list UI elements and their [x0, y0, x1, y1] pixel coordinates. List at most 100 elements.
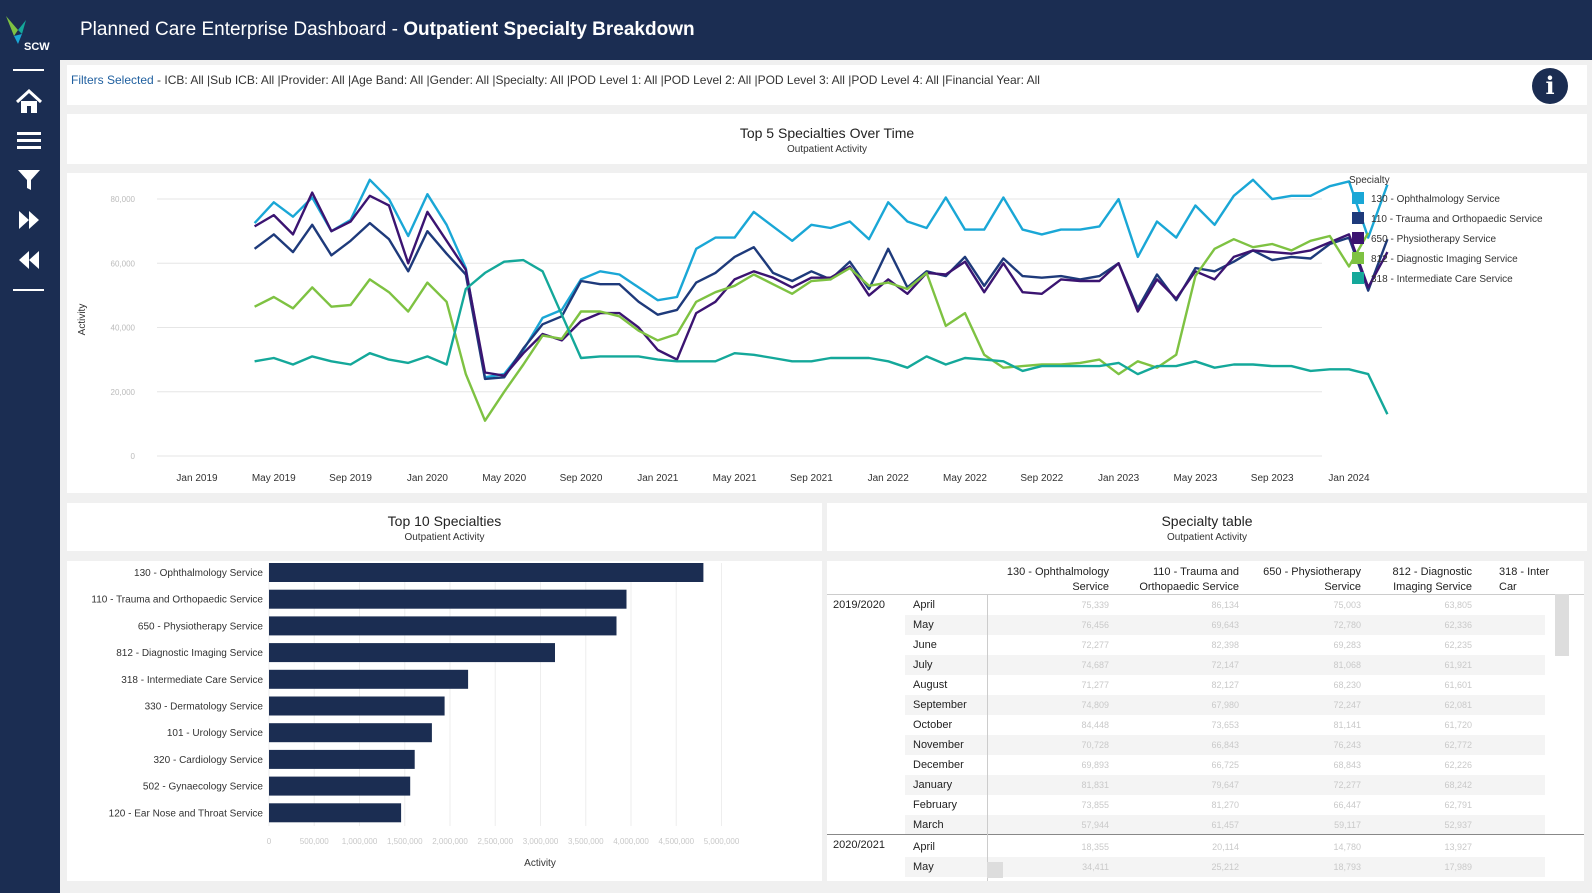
column-header-line: Car	[1499, 581, 1517, 593]
table-cell: 61,601	[1444, 680, 1472, 690]
table-cell: 72,147	[1211, 660, 1239, 670]
table-cell: 66,725	[1211, 760, 1239, 770]
x-tick-label: May 2021	[713, 473, 757, 484]
bar	[269, 803, 402, 823]
category-label: 130 - Ophthalmology Service	[134, 568, 263, 579]
app-header: SCW Planned Care Enterprise Dashboard - …	[0, 0, 1592, 60]
table-cell: 73,855	[1081, 800, 1109, 810]
table-cell: 81,270	[1211, 800, 1239, 810]
table-column-headers: 130 - Ophthalmology Service 110 - Trauma …	[827, 561, 1584, 595]
title-prefix: Planned Care Enterprise Dashboard -	[80, 19, 404, 40]
line-chart-header: Top 5 Specialties Over Time Outpatient A…	[67, 114, 1587, 164]
vertical-scrollbar[interactable]	[1555, 594, 1569, 656]
x-tick-label: Sep 2021	[790, 473, 833, 484]
x-tick-label: Jan 2022	[868, 473, 910, 484]
filters-selected-link[interactable]: Filters Selected	[71, 73, 154, 87]
y-tick-label: 0	[131, 452, 136, 461]
series-line	[254, 232, 1370, 422]
y-tick-label: 40,000	[111, 324, 136, 333]
fast-forward-icon[interactable]	[14, 206, 44, 234]
column-header-line: 130 - Ophthalmology	[1006, 566, 1109, 578]
table-cell: 72,247	[1333, 700, 1361, 710]
month-label: January	[913, 779, 953, 791]
bar	[269, 563, 704, 582]
category-label: 110 - Trauma and Orthopaedic Service	[91, 595, 263, 606]
table-cell: 74,809	[1081, 700, 1109, 710]
table-cell: 62,081	[1444, 700, 1472, 710]
x-tick-label: May 2020	[482, 473, 526, 484]
table-cell: 79,647	[1211, 780, 1239, 790]
x-tick-label: 3,500,000	[568, 837, 604, 846]
column-header[interactable]: 650 - Physiotherapy Service	[1247, 565, 1361, 595]
info-button[interactable]: i	[1532, 68, 1568, 104]
column-header[interactable]: 812 - Diagnostic Imaging Service	[1372, 565, 1473, 595]
x-axis-label: Activity	[524, 858, 556, 869]
category-label: 812 - Diagnostic Imaging Service	[116, 648, 263, 659]
table-cell: 68,843	[1333, 760, 1361, 770]
table-cell: 14,780	[1333, 842, 1361, 852]
table-cell: 18,355	[1081, 842, 1109, 852]
column-header-line: Service	[1324, 581, 1361, 593]
column-header-line: 812 - Diagnostic	[1392, 566, 1473, 578]
x-tick-label: Sep 2020	[560, 473, 603, 484]
column-header-line: 650 - Physiotherapy	[1263, 566, 1361, 578]
x-tick-label: 3,000,000	[523, 837, 559, 846]
table-cell: 61,457	[1211, 820, 1239, 830]
month-label: March	[913, 819, 944, 831]
column-header[interactable]: 110 - Trauma and Orthopaedic Service	[1119, 565, 1239, 595]
menu-icon[interactable]	[14, 127, 44, 155]
page-title: Planned Care Enterprise Dashboard - Outp…	[80, 19, 695, 41]
legend-entry: 812 - Diagnostic Imaging Service	[1371, 254, 1518, 265]
x-tick-label: 4,000,000	[613, 837, 649, 846]
rewind-icon[interactable]	[14, 246, 44, 274]
table-cell: 52,937	[1444, 820, 1472, 830]
bar	[269, 589, 627, 609]
bar-chart-subtitle: Outpatient Activity	[404, 532, 485, 543]
table-header-panel: Specialty table Outpatient Activity	[827, 503, 1587, 551]
table-cell: 18,793	[1333, 862, 1361, 872]
legend-entry: 130 - Ophthalmology Service	[1371, 194, 1500, 205]
table-cell: 69,893	[1081, 760, 1109, 770]
column-header[interactable]: 130 - Ophthalmology Service	[997, 565, 1109, 595]
home-icon[interactable]	[14, 88, 44, 116]
year-label: 2019/2020	[833, 599, 885, 611]
table-row-stripe	[905, 615, 1545, 635]
month-label: July	[913, 659, 933, 671]
legend-swatch	[1352, 192, 1364, 204]
legend-swatch	[1352, 272, 1364, 284]
category-label: 318 - Intermediate Care Service	[121, 675, 263, 686]
x-tick-label: 0	[267, 837, 272, 846]
table-cell: 82,398	[1211, 640, 1239, 650]
horizontal-scrollbar[interactable]	[987, 862, 1003, 878]
table-title: Specialty table	[1161, 513, 1253, 529]
x-tick-label: 2,000,000	[432, 837, 468, 846]
x-tick-label: Sep 2019	[329, 473, 372, 484]
month-label: October	[913, 719, 953, 731]
x-tick-label: Jan 2020	[407, 473, 449, 484]
x-tick-label: 1,000,000	[342, 837, 378, 846]
table-cell: 72,277	[1333, 780, 1361, 790]
filter-icon[interactable]	[14, 166, 44, 194]
column-header-line: Service	[1072, 581, 1109, 593]
line-chart: 0 20,000 40,000 60,000 80,000 Activity Jan 201…	[77, 175, 1543, 484]
table-cell: 25,212	[1211, 862, 1239, 872]
x-tick-label: May 2023	[1173, 473, 1217, 484]
table-cell: 62,336	[1444, 620, 1472, 630]
table-cell: 81,141	[1333, 720, 1361, 730]
x-tick-label: Jan 2024	[1328, 473, 1370, 484]
filter-values: - ICB: All |Sub ICB: All |Provider: All …	[153, 73, 1040, 87]
column-header[interactable]: 318 - Inter Car	[1499, 565, 1579, 595]
bar	[269, 749, 415, 769]
table-cell: 68,230	[1333, 680, 1361, 690]
month-label: February	[913, 799, 958, 811]
table-cell: 17,989	[1444, 862, 1472, 872]
x-tick-label: Sep 2023	[1251, 473, 1294, 484]
category-label: 101 - Urology Service	[167, 728, 264, 739]
x-tick-label: 5,000,000	[704, 837, 740, 846]
bar-chart-panel: 0 500,000 1,000,000 1,500,000 2,000,000 2,500…	[67, 561, 822, 881]
table-cell: 75,003	[1333, 600, 1361, 610]
bar-chart-title: Top 10 Specialties	[387, 513, 502, 529]
table-cell: 71,277	[1081, 680, 1109, 690]
y-tick-label: 60,000	[111, 259, 136, 268]
table-cell: 75,339	[1081, 600, 1109, 610]
